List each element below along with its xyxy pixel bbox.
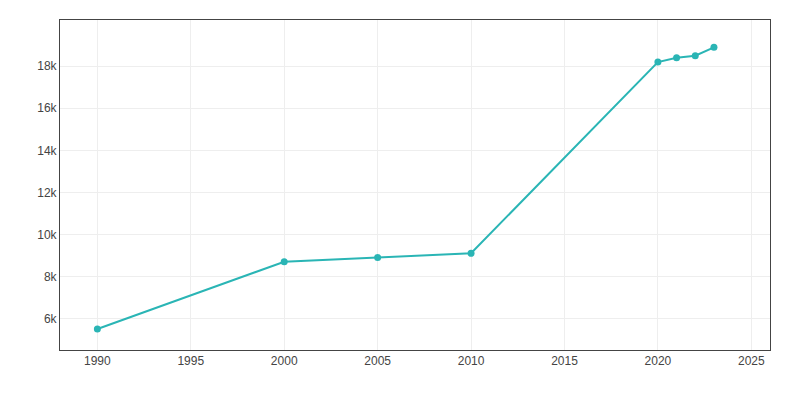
svg-text:18k: 18k: [37, 59, 57, 73]
svg-text:2000: 2000: [271, 354, 298, 368]
svg-text:2010: 2010: [458, 354, 485, 368]
svg-text:16k: 16k: [37, 101, 57, 115]
svg-text:2005: 2005: [364, 354, 391, 368]
svg-text:8k: 8k: [44, 270, 58, 284]
svg-text:1995: 1995: [177, 354, 204, 368]
svg-text:10k: 10k: [37, 228, 57, 242]
svg-text:6k: 6k: [44, 312, 58, 326]
svg-text:2025: 2025: [738, 354, 765, 368]
svg-text:14k: 14k: [37, 144, 57, 158]
svg-text:2020: 2020: [645, 354, 672, 368]
svg-text:2015: 2015: [551, 354, 578, 368]
svg-text:1990: 1990: [84, 354, 111, 368]
svg-text:12k: 12k: [37, 186, 57, 200]
